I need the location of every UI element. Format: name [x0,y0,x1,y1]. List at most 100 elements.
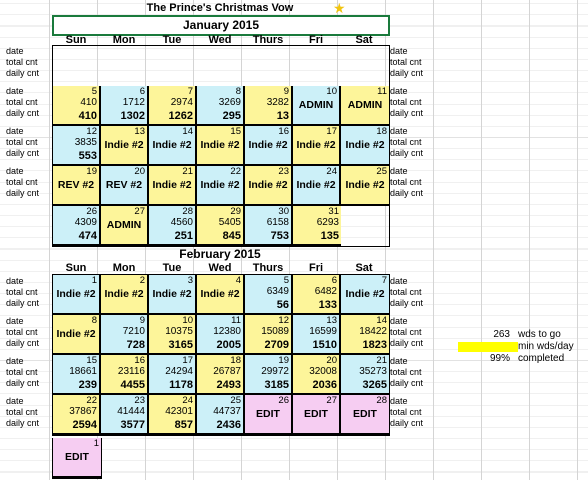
day-cell[interactable]: 29 5405 845 [197,206,245,246]
task-label: Indie #2 [200,288,240,300]
empty-cell[interactable] [53,46,101,86]
row-label-total: total cnt [6,407,38,417]
day-cell[interactable]: 6 1712 1302 [101,86,149,126]
day-cell[interactable]: 2 Indie #2 [101,275,149,315]
january-weekday-row: Sun Mon Tue Wed Thurs Fri Sat [52,34,388,46]
day-cell[interactable]: 25 44737 2436 [197,395,245,435]
day-cell[interactable]: 1 Indie #2 [53,275,101,315]
daily-count: 3185 [264,379,289,391]
row-label-total: total cnt [390,367,422,377]
day-number: 9 [283,86,289,97]
day-cell[interactable]: 28 4560 251 [149,206,197,246]
total-count: 18661 [69,366,97,377]
day-number: 17 [326,126,337,137]
stat-completed: 99% completed [458,353,574,364]
day-number: 14 [376,315,387,326]
day-number: 4 [235,275,241,286]
day-cell[interactable]: 5 410 410 [53,86,101,126]
day-cell[interactable]: 25 Indie #2 [341,166,389,206]
day-cell[interactable]: 16 Indie #2 [245,126,293,166]
task-label: Indie #2 [248,179,288,191]
march-first-cell: 1 EDIT [52,438,102,479]
day-cell[interactable]: 17 Indie #2 [293,126,341,166]
day-cell[interactable]: 5 6349 56 [245,275,293,315]
task-label: Indie #2 [296,139,336,151]
day-cell[interactable]: 20 REV #2 [101,166,149,206]
day-cell[interactable]: 27 EDIT [293,395,341,435]
day-cell[interactable]: 11 12380 2005 [197,315,245,355]
min-wds-highlight-cell[interactable] [458,341,518,352]
day-cell[interactable]: 7 Indie #2 [341,275,389,315]
day-cell[interactable]: 3 Indie #2 [149,275,197,315]
day-cell[interactable]: 12 3835 553 [53,126,101,166]
day-number: 1 [91,275,97,286]
day-cell[interactable]: 24 Indie #2 [293,166,341,206]
january-header[interactable]: January 2015 [52,15,390,36]
day-cell[interactable]: 18 26787 2493 [197,355,245,395]
day-cell[interactable]: 4 Indie #2 [197,275,245,315]
day-cell[interactable]: 18 Indie #2 [341,126,389,166]
day-cell[interactable]: 10 ADMIN [293,86,341,126]
day-cell[interactable]: 19 29972 3185 [245,355,293,395]
day-cell[interactable]: 24 42301 857 [149,395,197,435]
day-cell[interactable]: 6 6482 133 [293,275,341,315]
row-label-daily: daily cnt [6,68,40,78]
day-cell[interactable]: 8 3269 295 [197,86,245,126]
day-cell[interactable]: 15 18661 239 [53,355,101,395]
day-cell[interactable]: 13 Indie #2 [101,126,149,166]
day-cell[interactable]: 12 15089 2709 [245,315,293,355]
row-label-date: date [390,316,408,326]
day-cell[interactable]: 8 Indie #2 [53,315,101,355]
day-cell[interactable]: 10 10375 3165 [149,315,197,355]
day-cell[interactable]: 22 37867 2594 [53,395,101,435]
empty-cell[interactable] [149,46,197,86]
completed-value[interactable]: 99% [489,353,510,364]
day-cell[interactable]: 19 REV #2 [53,166,101,206]
day-cell[interactable]: 21 Indie #2 [149,166,197,206]
task-label: REV #2 [57,179,95,191]
empty-cell[interactable] [101,46,149,86]
day-cell[interactable]: 26 4309 474 [53,206,101,246]
daily-count: 2709 [264,339,289,351]
day-cell[interactable]: 20 32008 2036 [293,355,341,395]
stat-min-wds: min wds/day [458,341,574,352]
day-cell[interactable]: 27 ADMIN [101,206,149,246]
weekday-thurs: Thurs [252,262,284,274]
weekday-mon: Mon [112,34,136,46]
row-label-date: date [6,126,24,136]
empty-cell[interactable] [293,46,341,86]
day-cell[interactable]: 28 EDIT [341,395,389,435]
day-cell[interactable]: 23 Indie #2 [245,166,293,206]
empty-cell[interactable] [341,46,389,86]
day-cell[interactable]: 7 2974 1262 [149,86,197,126]
day-cell[interactable]: 22 Indie #2 [197,166,245,206]
task-label: Indie #2 [104,139,144,151]
day-number: 26 [86,206,97,217]
daily-count: 1510 [312,339,337,351]
day-cell[interactable]: 9 3282 13 [245,86,293,126]
day-number: 25 [376,166,387,177]
day-cell[interactable]: 21 35273 3265 [341,355,389,395]
empty-cell[interactable] [197,46,245,86]
day-cell[interactable]: 30 6158 753 [245,206,293,246]
row-label-total: total cnt [6,327,38,337]
day-cell[interactable]: 13 16599 1510 [293,315,341,355]
day-cell[interactable]: 17 24294 1178 [149,355,197,395]
february-header[interactable]: February 2015 [179,247,261,261]
wds-to-go-value[interactable]: 263 [493,329,510,340]
day-cell[interactable]: 26 EDIT [245,395,293,435]
day-cell[interactable]: 1 EDIT [53,438,101,478]
day-cell[interactable]: 15 Indie #2 [197,126,245,166]
total-count: 7210 [122,326,145,337]
day-cell[interactable]: 31 6293 135 [293,206,341,246]
day-number: 13 [326,315,337,326]
day-cell[interactable]: 14 18422 1823 [341,315,389,355]
day-cell[interactable]: 9 7210 728 [101,315,149,355]
day-cell[interactable]: 11 ADMIN [341,86,389,126]
day-cell[interactable]: 23 41444 3577 [101,395,149,435]
day-cell[interactable]: 14 Indie #2 [149,126,197,166]
empty-cell[interactable] [245,46,293,86]
day-cell[interactable]: 16 23116 4455 [101,355,149,395]
february-right-labels: date total cnt daily cnt date total cnt daily… [390,276,423,429]
total-count: 3835 [74,137,97,148]
